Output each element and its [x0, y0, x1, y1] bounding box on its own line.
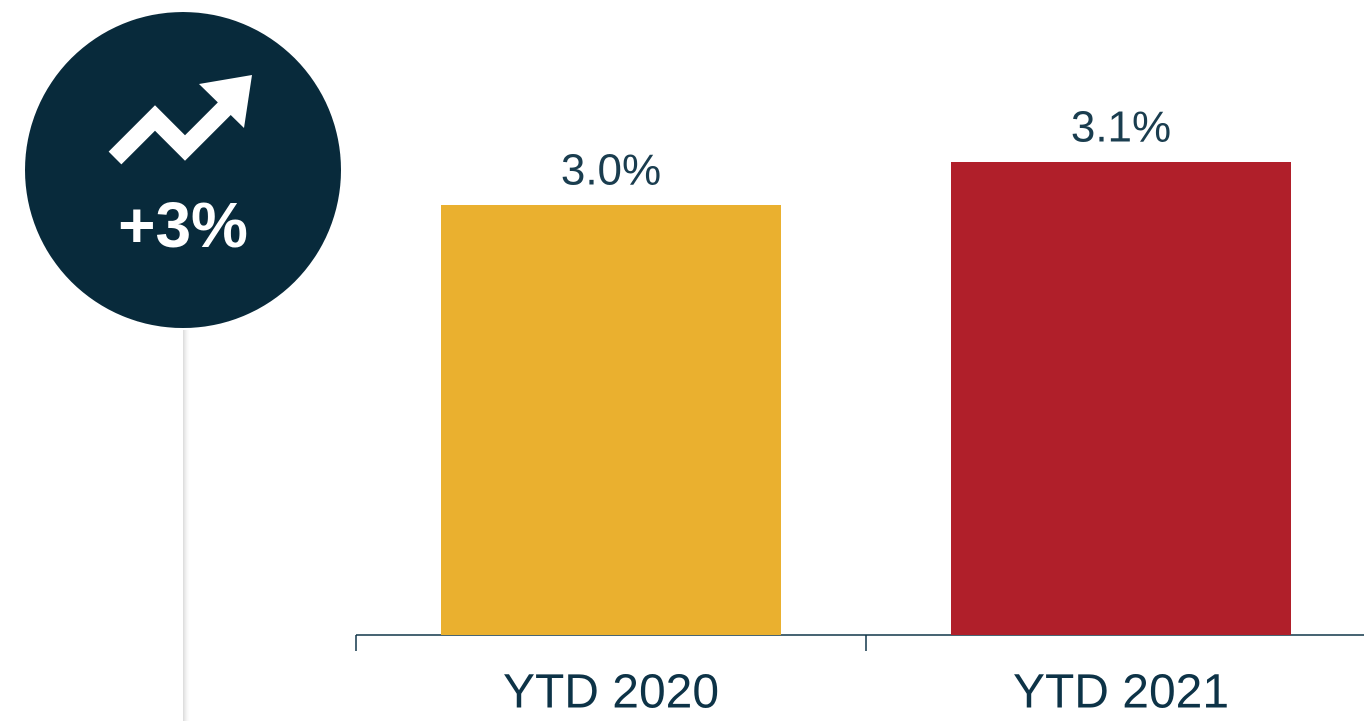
- bar: [441, 205, 781, 635]
- badge: [25, 12, 341, 328]
- x-tick-label: YTD 2021: [1013, 666, 1229, 719]
- trend-arrowhead: [199, 75, 252, 128]
- bar: [951, 162, 1291, 635]
- x-tick-label: YTD 2020: [503, 666, 719, 719]
- value-label: 3.1%: [1071, 103, 1171, 152]
- divider-shadow: [183, 330, 191, 721]
- badge-label: +3%: [118, 189, 248, 261]
- value-label: 3.0%: [561, 146, 661, 195]
- trend-icon: [108, 94, 239, 165]
